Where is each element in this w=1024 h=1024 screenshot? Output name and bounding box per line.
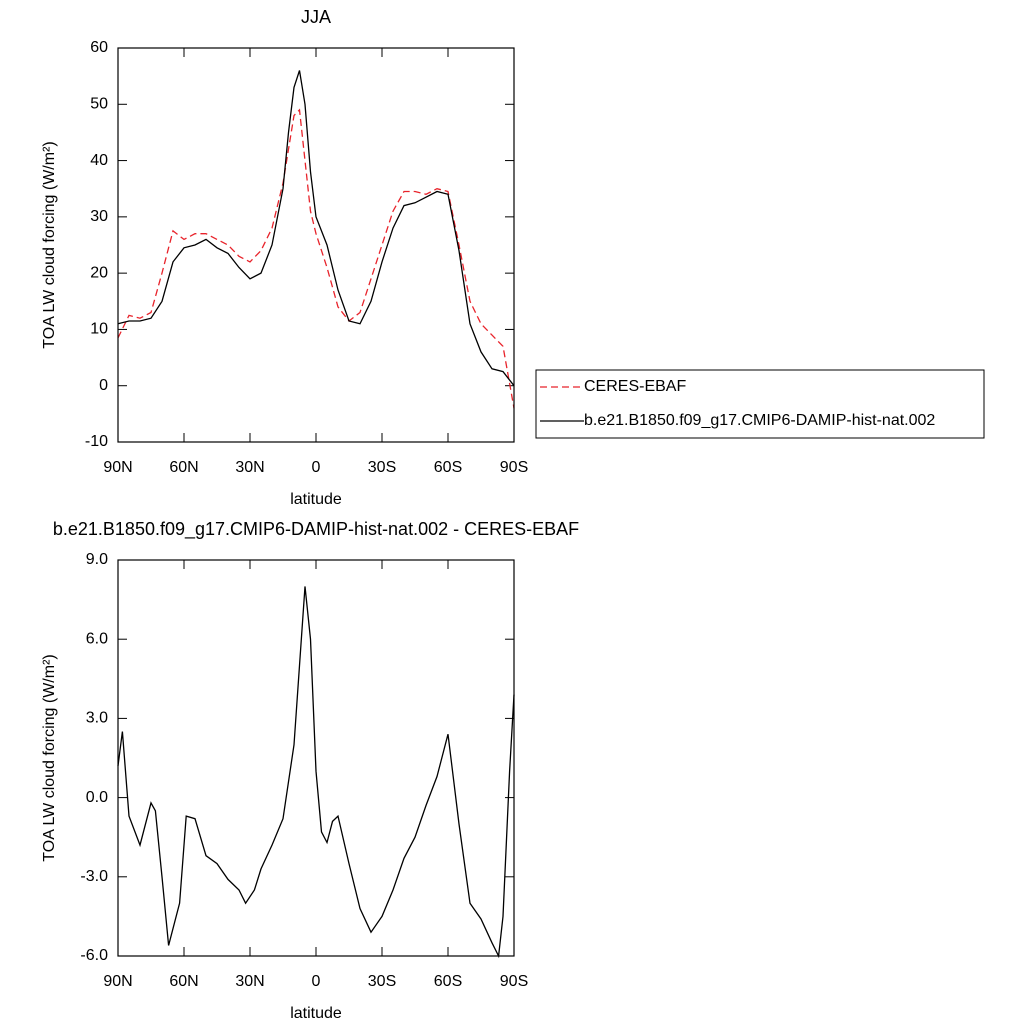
x-tick-label: 60N — [169, 973, 198, 990]
x-tick-label: 0 — [312, 973, 321, 990]
x-tick-label: 90S — [500, 459, 528, 476]
y-tick-label: 60 — [90, 39, 108, 56]
x-tick-label: 60S — [434, 459, 462, 476]
data-line — [117, 108, 515, 409]
y-tick-label: -10 — [85, 433, 108, 450]
x-tick-label: 60N — [169, 459, 198, 476]
y-axis-label: TOA LW cloud forcing (W/m²) — [41, 141, 58, 348]
legend-box — [535, 369, 985, 439]
y-tick-label: -3.0 — [80, 868, 108, 885]
y-tick-label: 6.0 — [86, 630, 108, 647]
legend-label: b.e21.B1850.f09_g17.CMIP6-DAMIP-hist-nat… — [584, 412, 935, 429]
y-tick-label: 0.0 — [86, 789, 108, 806]
y-tick-label: 20 — [90, 264, 108, 281]
x-tick-label: 90S — [500, 973, 528, 990]
y-tick-label: 3.0 — [86, 710, 108, 727]
y-tick-label: -6.0 — [80, 947, 108, 964]
y-axis-label: TOA LW cloud forcing (W/m²) — [41, 654, 58, 861]
y-tick-label: 40 — [90, 152, 108, 169]
plot-frame — [117, 47, 515, 443]
x-tick-label: 90N — [103, 459, 132, 476]
x-tick-label: 90N — [103, 973, 132, 990]
y-tick-label: 10 — [90, 321, 108, 338]
chart-title: JJA — [301, 7, 331, 27]
plot-frame — [117, 559, 515, 957]
y-tick-label: 9.0 — [86, 551, 108, 568]
x-axis-label: latitude — [290, 1005, 342, 1022]
y-tick-label: 50 — [90, 96, 108, 113]
x-tick-label: 0 — [312, 459, 321, 476]
y-tick-label: 30 — [90, 208, 108, 225]
x-tick-label: 30S — [368, 973, 396, 990]
x-tick-label: 30N — [235, 459, 264, 476]
x-axis-label: latitude — [290, 491, 342, 508]
legend-label: CERES-EBAF — [584, 378, 686, 395]
data-line — [117, 586, 515, 959]
x-tick-label: 30S — [368, 459, 396, 476]
x-tick-label: 60S — [434, 973, 462, 990]
data-line — [117, 70, 515, 387]
chart-title: b.e21.B1850.f09_g17.CMIP6-DAMIP-hist-nat… — [53, 519, 579, 540]
x-tick-label: 30N — [235, 973, 264, 990]
y-tick-label: 0 — [99, 377, 108, 394]
